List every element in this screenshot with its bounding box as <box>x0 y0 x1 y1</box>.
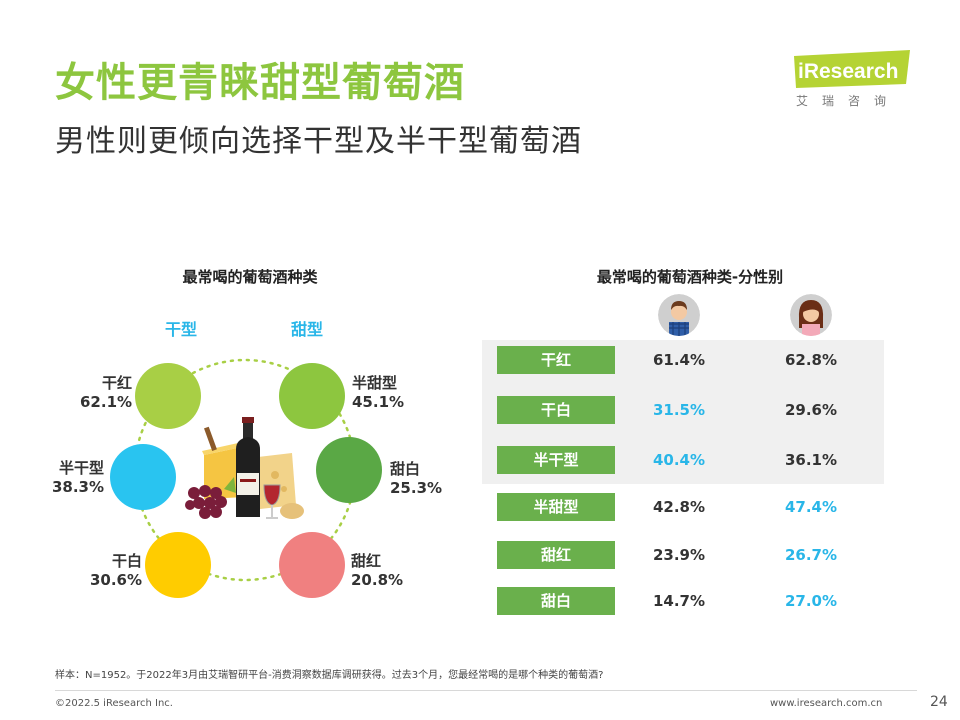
male-value: 42.8% <box>652 498 706 516</box>
dry-type-label: 干型 <box>165 320 198 339</box>
row-label: 甜白 <box>497 587 615 615</box>
page-title: 女性更青睐甜型葡萄酒 <box>55 60 465 106</box>
left-chart-title: 最常喝的葡萄酒种类 <box>182 268 318 286</box>
dry-red-circle <box>135 363 201 429</box>
sweet-type-label: 甜型 <box>291 320 324 339</box>
female-value: 62.8% <box>784 351 838 369</box>
semi-sweet-label: 半甜型 45.1% <box>352 374 404 412</box>
item-name: 半干型 <box>58 459 104 477</box>
female-value: 47.4% <box>784 498 838 516</box>
row-label: 干白 <box>497 396 615 424</box>
item-value: 25.3% <box>390 479 443 497</box>
wine-cheese-illustration-icon <box>185 417 304 519</box>
male-value: 23.9% <box>652 546 706 564</box>
row-label: 半甜型 <box>497 493 615 521</box>
male-value: 61.4% <box>652 351 706 369</box>
dry-white-label: 干白 30.6% <box>86 552 142 590</box>
female-value: 29.6% <box>784 401 838 419</box>
item-value: 45.1% <box>352 393 405 411</box>
item-name: 干红 <box>101 374 132 392</box>
item-name: 甜白 <box>390 460 421 478</box>
item-value: 38.3% <box>51 478 104 496</box>
copyright-text: ©2022.5 iResearch Inc. <box>55 698 173 709</box>
sweet-red-circle <box>279 532 345 598</box>
row-label: 半干型 <box>497 446 615 474</box>
male-value: 14.7% <box>652 592 706 610</box>
female-value: 36.1% <box>784 451 838 469</box>
sweet-red-label: 甜红 20.8% <box>351 552 403 590</box>
item-name: 干白 <box>111 552 142 570</box>
page-number: 24 <box>930 694 948 710</box>
item-value: 20.8% <box>351 571 404 589</box>
logo-banner-icon <box>794 50 910 88</box>
website-url: www.iresearch.com.cn <box>770 698 883 709</box>
right-chart-title: 最常喝的葡萄酒种类-分性别 <box>596 268 784 286</box>
footer-divider <box>55 690 917 691</box>
male-value: 31.5% <box>652 401 706 419</box>
female-avatar-icon <box>790 294 832 336</box>
item-name: 甜红 <box>351 552 382 570</box>
semi-dry-label: 半干型 38.3% <box>48 459 104 497</box>
item-name: 半甜型 <box>352 374 398 392</box>
row-label: 甜红 <box>497 541 615 569</box>
dry-red-label: 干红 62.1% <box>80 374 132 412</box>
female-value: 26.7% <box>784 546 838 564</box>
item-value: 30.6% <box>89 571 142 589</box>
female-value: 27.0% <box>784 592 838 610</box>
page-subtitle: 男性则更倾向选择干型及半干型葡萄酒 <box>55 124 582 159</box>
male-avatar-icon <box>658 294 700 336</box>
iresearch-logo: iResearch 艾瑞咨询 <box>792 50 912 110</box>
sample-footnote: 样本：N=1952。于2022年3月由艾瑞智研平台-消费洞察数据库调研获得。过去… <box>55 670 604 681</box>
row-label: 干红 <box>497 346 615 374</box>
semi-dry-circle <box>110 444 176 510</box>
sweet-white-circle <box>316 437 382 503</box>
logo-text: iResearch <box>798 60 899 83</box>
logo-cn-text: 艾瑞咨询 <box>796 94 901 108</box>
item-value: 62.1% <box>80 393 133 411</box>
semi-sweet-circle <box>279 363 345 429</box>
male-value: 40.4% <box>652 451 706 469</box>
dry-white-circle <box>145 532 211 598</box>
sweet-white-label: 甜白 25.3% <box>390 460 442 498</box>
